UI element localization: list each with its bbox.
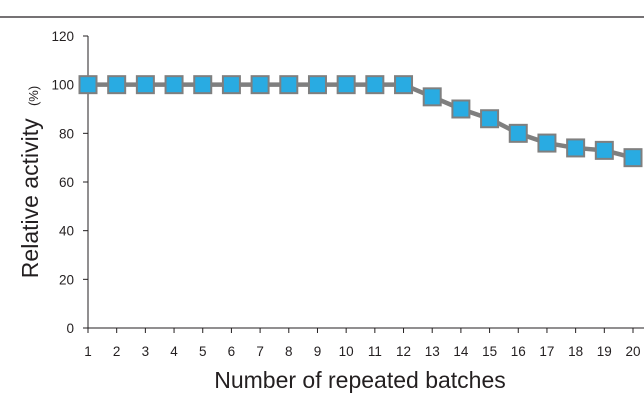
x-tick-label: 12 <box>396 344 411 359</box>
x-tick-label: 1 <box>84 344 92 359</box>
x-axis-title: Number of repeated batches <box>214 367 506 393</box>
y-tick-label: 20 <box>59 272 74 287</box>
data-point-marker <box>279 75 299 95</box>
x-tick-label: 18 <box>568 344 583 359</box>
x-tick-label: 17 <box>539 344 554 359</box>
data-point-marker <box>107 75 127 95</box>
data-point-marker <box>508 123 528 143</box>
x-tick-label: 16 <box>511 344 526 359</box>
x-tick-label: 11 <box>368 344 382 359</box>
data-point-marker <box>480 109 500 129</box>
y-axis-ticks: 0 20 40 60 80 100 120 <box>51 29 88 336</box>
y-axis-title-text: Relative activity <box>17 118 43 278</box>
y-tick-label: 80 <box>59 126 74 141</box>
x-tick-label: 4 <box>170 344 178 359</box>
x-tick-label: 14 <box>453 344 469 359</box>
x-tick-label: 9 <box>314 344 322 359</box>
data-point-marker <box>422 87 442 107</box>
x-tick-label: 19 <box>597 344 612 359</box>
data-point-marker <box>566 138 586 158</box>
x-tick-label: 20 <box>625 344 640 359</box>
y-tick-label: 40 <box>59 224 74 239</box>
data-point-marker <box>164 75 184 95</box>
series-1 <box>78 75 643 168</box>
data-point-marker <box>365 75 385 95</box>
x-tick-label: 3 <box>142 344 150 359</box>
y-tick-label: 100 <box>51 78 74 93</box>
data-point-marker <box>250 75 270 95</box>
y-axis-title: Relative activity (%) <box>17 86 43 278</box>
y-tick-label: 120 <box>51 29 74 44</box>
x-tick-label: 8 <box>285 344 293 359</box>
data-point-marker <box>135 75 155 95</box>
x-tick-label: 6 <box>228 344 236 359</box>
data-point-marker <box>394 75 414 95</box>
x-tick-label: 13 <box>425 344 440 359</box>
x-tick-label: 7 <box>256 344 264 359</box>
x-tick-label: 10 <box>339 344 354 359</box>
data-point-marker <box>193 75 213 95</box>
x-axis-ticks: 1 2 3 4 5 6 7 8 9 10 11 12 13 14 15 16 17 18 19 20 <box>84 328 641 359</box>
data-point-marker <box>594 140 614 160</box>
y-axis-title-unit: (%) <box>26 86 41 106</box>
x-tick-label: 5 <box>199 344 207 359</box>
x-tick-label: 15 <box>482 344 497 359</box>
y-tick-label: 60 <box>59 175 74 190</box>
data-point-marker <box>451 99 471 119</box>
data-point-marker <box>537 133 557 153</box>
data-point-marker <box>221 75 241 95</box>
x-tick-label: 2 <box>113 344 121 359</box>
data-point-marker <box>623 148 643 168</box>
data-point-marker <box>78 75 98 95</box>
y-tick-label: 0 <box>66 321 74 336</box>
data-point-marker <box>307 75 327 95</box>
data-point-marker <box>336 75 356 95</box>
